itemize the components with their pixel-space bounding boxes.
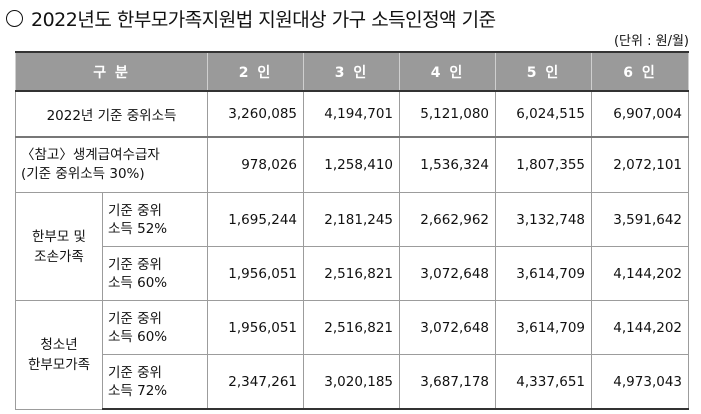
sub-label-line: 기준 중위 [108,364,162,381]
row-label-line: (기준 중위소득 30%) [21,166,145,182]
table-row: 기준 중위 소득 72% 2,347,261 3,020,185 3,687,1… [16,354,690,410]
header-col-3: 3 인 [303,51,401,92]
table-cell: 2,662,962 [399,192,497,247]
table-cell: 4,973,043 [591,354,690,410]
header-col-6: 6 인 [591,51,690,92]
table-cell: 4,337,651 [495,354,593,410]
title-text: 2022년도 한부모가족지원법 지원대상 가구 소득인정액 기준 [31,9,496,31]
table-row: 2022년 기준 중위소득 3,260,085 4,194,701 5,121,… [14,90,690,138]
table-row: 한부모 및 조손가족 기준 중위 소득 52% 1,695,244 2,181,… [15,192,690,301]
table-cell: 6,907,004 [591,90,690,138]
table-cell: 5,121,080 [399,90,497,138]
table-cell: 1,536,324 [399,136,497,193]
sub-label-line: 기준 중위 [108,310,162,327]
table-cell: 1,956,051 [207,246,305,301]
table-cell: 2,072,101 [591,136,690,193]
table-cell: 4,144,202 [591,300,690,355]
group-label-single-parent: 한부모 및 조손가족 [15,192,103,301]
sub-label-line: 소득 72% [108,382,168,399]
table-row: 〈참고〉생계급여수급자 (기준 중위소득 30%) 978,026 1,258,… [14,136,690,193]
table-cell: 3,132,748 [495,192,593,247]
group-label-line: 한부모 및 [32,228,86,245]
table-cell: 2,347,261 [207,354,305,410]
table-cell: 4,144,202 [591,246,690,301]
group-label-line: 조손가족 [34,248,84,265]
sub-label: 기준 중위 소득 60% [101,246,209,301]
header-col-5: 5 인 [495,51,593,92]
document-title: 2022년도 한부모가족지원법 지원대상 가구 소득인정액 기준 [6,4,496,36]
sub-label: 기준 중위 소득 72% [101,354,209,410]
income-standard-table: 구 분 2 인 3 인 4 인 5 인 6 인 2022년 기준 중위소득 3,… [14,51,690,410]
table-cell: 3,687,178 [399,354,497,410]
circle-bullet-icon [6,10,23,27]
table-row: 청소년 한부모가족 기준 중위 소득 60% 1,956,051 2,516,8… [15,300,690,410]
group-label-line: 청소년 [40,336,78,353]
sub-label: 기준 중위 소득 60% [101,300,209,355]
sub-label-line: 기준 중위 [108,256,162,273]
table-row: 기준 중위 소득 60% 1,956,051 2,516,821 3,072,6… [16,246,690,301]
header-col-2: 2 인 [207,51,305,92]
table-header-row: 구 분 2 인 3 인 4 인 5 인 6 인 [14,51,690,92]
table-cell: 4,194,701 [303,90,401,138]
group-label-youth-parent: 청소년 한부모가족 [15,300,103,410]
table-cell: 978,026 [207,136,305,193]
table-cell: 1,258,410 [303,136,401,193]
table-cell: 6,024,515 [495,90,593,138]
sub-label: 기준 중위 소득 52% [101,192,209,247]
table-cell: 3,020,185 [303,354,401,410]
table-cell: 2,516,821 [303,246,401,301]
unit-note: (단위 : 원/월) [613,34,689,49]
table-cell: 1,956,051 [207,300,305,355]
group-label-line: 한부모가족 [27,356,91,373]
table-cell: 2,516,821 [303,300,401,355]
sub-label-line: 소득 52% [108,220,168,237]
table-cell: 2,181,245 [303,192,401,247]
table-cell: 3,614,709 [495,300,593,355]
table-cell: 3,260,085 [207,90,305,138]
row-label-reference: 〈참고〉생계급여수급자 (기준 중위소득 30%) [14,136,209,193]
sub-label-line: 소득 60% [108,328,168,345]
table-cell: 3,072,648 [399,246,497,301]
table-cell: 1,807,355 [495,136,593,193]
table-cell: 3,614,709 [495,246,593,301]
table-cell: 3,072,648 [399,300,497,355]
header-category: 구 분 [14,51,209,92]
row-label-line: 〈참고〉생계급여수급자 [21,147,160,163]
table-cell: 3,591,642 [591,192,690,247]
table-cell: 1,695,244 [207,192,305,247]
row-label-median: 2022년 기준 중위소득 [14,90,209,138]
header-col-4: 4 인 [399,51,497,92]
sub-label-line: 기준 중위 [108,202,162,219]
sub-label-line: 소득 60% [108,274,168,291]
